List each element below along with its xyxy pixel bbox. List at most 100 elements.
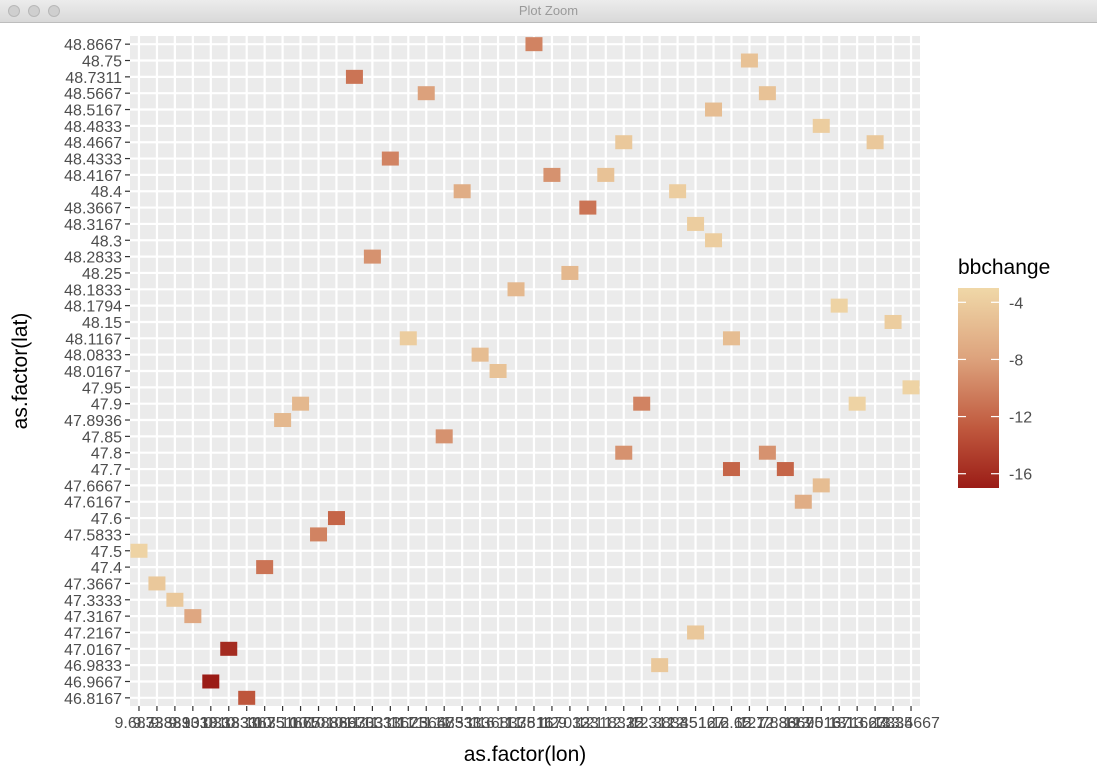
y-tick-label: 47.8936 bbox=[64, 413, 122, 430]
y-tick-label: 48.4667 bbox=[64, 135, 122, 152]
heatmap-cell bbox=[633, 396, 651, 411]
heatmap-cell bbox=[238, 690, 256, 705]
x-tick-label: 11.6833 bbox=[470, 715, 527, 732]
x-tick-label: 11.25 bbox=[389, 715, 428, 732]
y-tick-label: 48.2833 bbox=[64, 250, 122, 267]
y-tick-label: 46.8167 bbox=[64, 691, 122, 708]
heatmap-cell bbox=[399, 331, 417, 346]
y-tick-label: 48.5667 bbox=[64, 86, 122, 103]
grid-lines bbox=[130, 36, 920, 706]
x-tick-label: 11.3667 bbox=[398, 715, 455, 732]
heatmap-cell bbox=[507, 282, 525, 297]
heatmap-cell bbox=[812, 478, 830, 493]
heatmap-cell bbox=[453, 184, 471, 199]
y-axis-title: as.factor(lat) bbox=[9, 313, 32, 430]
heatmap-cell bbox=[830, 298, 848, 313]
legend-tick-label: -8 bbox=[1009, 352, 1023, 369]
x-tick-label: 11.1167 bbox=[363, 715, 419, 732]
heatmap-cell bbox=[687, 625, 705, 640]
y-tick-label: 47.2167 bbox=[64, 625, 122, 642]
y-axis: 46.816746.966746.983347.016747.216747.31… bbox=[64, 37, 130, 708]
x-tick-label: 12.7 bbox=[734, 715, 765, 732]
heatmap-cell bbox=[705, 233, 723, 248]
heatmap-cell bbox=[184, 609, 202, 624]
heatmap-cell bbox=[579, 200, 597, 215]
y-tick-label: 47.7 bbox=[91, 462, 122, 479]
x-tick-label: 11.75 bbox=[497, 715, 536, 732]
x-tick-label: 10.65 bbox=[281, 715, 321, 732]
heatmap-cell bbox=[758, 445, 776, 460]
heatmap-cell bbox=[615, 445, 633, 460]
y-tick-label: 48.4167 bbox=[64, 168, 122, 185]
y-tick-label: 47.3667 bbox=[64, 576, 122, 593]
heatmap-cell bbox=[543, 167, 561, 182]
heatmap-cell bbox=[651, 658, 669, 673]
x-tick-label: 11.6 bbox=[465, 715, 495, 732]
heatmap-cell bbox=[687, 216, 705, 231]
heatmap-cell bbox=[866, 135, 884, 150]
x-tick-label: 12.95 bbox=[783, 715, 823, 732]
heatmap-cell bbox=[417, 86, 435, 101]
y-tick-label: 47.5 bbox=[91, 544, 122, 561]
y-tick-label: 48.1833 bbox=[64, 282, 122, 299]
minimize-window-button[interactable] bbox=[28, 5, 40, 17]
legend-tick-label: -12 bbox=[1009, 410, 1032, 427]
x-tick-label: 12.3833 bbox=[631, 715, 689, 732]
x-tick-label: 9.6833 bbox=[115, 715, 164, 732]
y-tick-label: 48.0167 bbox=[64, 364, 122, 381]
heatmap-cell bbox=[148, 576, 166, 591]
heatmap-cell bbox=[722, 462, 740, 477]
y-tick-label: 47.5833 bbox=[64, 527, 122, 544]
x-tick-label: 13.2333 bbox=[846, 715, 904, 732]
heatmap-cell bbox=[327, 511, 345, 526]
zoom-window-button[interactable] bbox=[48, 5, 60, 17]
x-tick-label: 13.35 bbox=[873, 715, 913, 732]
heatmap-cell bbox=[597, 167, 615, 182]
y-tick-label: 46.9833 bbox=[64, 658, 122, 675]
x-tick-label: 9.9333 bbox=[168, 715, 217, 732]
heatmap-cell bbox=[884, 314, 902, 329]
heatmap-cell bbox=[776, 462, 794, 477]
heatmap-cell bbox=[669, 184, 687, 199]
heatmap-cell bbox=[381, 151, 399, 166]
x-tick-label: 12.45 bbox=[658, 715, 698, 732]
y-tick-label: 46.9667 bbox=[64, 674, 122, 691]
heatmap-cell bbox=[274, 413, 292, 428]
y-tick-label: 48.75 bbox=[82, 54, 122, 71]
x-tick-label: 12.6 bbox=[698, 715, 729, 732]
heatmap-cell bbox=[722, 331, 740, 346]
heatmap-cell bbox=[812, 118, 830, 133]
x-tick-label: 12.3 bbox=[626, 715, 657, 732]
y-tick-label: 47.95 bbox=[82, 380, 122, 397]
y-tick-label: 48.1794 bbox=[64, 299, 122, 316]
x-tick-label: 12.7833 bbox=[738, 715, 796, 732]
y-tick-label: 47.85 bbox=[82, 429, 122, 446]
x-tick-label: 10.35 bbox=[245, 715, 285, 732]
y-tick-label: 47.0167 bbox=[64, 642, 122, 659]
heatmap-cell bbox=[202, 674, 220, 689]
heatmap-cell bbox=[363, 249, 381, 264]
y-tick-label: 47.4 bbox=[91, 560, 122, 577]
x-tick-label: 13.1 bbox=[824, 715, 855, 732]
x-tick-label: 11.5333 bbox=[434, 715, 491, 732]
y-tick-label: 48.0833 bbox=[64, 348, 122, 365]
x-tick-label: 13.1667 bbox=[828, 715, 886, 732]
x-axis-title: as.factor(lon) bbox=[464, 743, 587, 766]
heatmap-cell bbox=[758, 86, 776, 101]
close-window-button[interactable] bbox=[8, 5, 20, 17]
heatmap-cell bbox=[848, 396, 866, 411]
x-tick-label: 13.4667 bbox=[882, 715, 940, 732]
y-tick-label: 48.3 bbox=[91, 233, 122, 250]
y-tick-label: 48.7311 bbox=[65, 70, 122, 87]
y-tick-label: 47.8 bbox=[91, 446, 122, 463]
heatmap-cell bbox=[256, 560, 274, 575]
heatmap-chart: 46.816746.966746.983347.016747.216747.31… bbox=[9, 36, 1050, 766]
heatmap-cell bbox=[705, 102, 723, 117]
heatmap-cell bbox=[292, 396, 310, 411]
y-tick-label: 47.3167 bbox=[64, 609, 122, 626]
y-tick-label: 48.3167 bbox=[64, 217, 122, 234]
x-tick-label: 12.1 bbox=[572, 715, 603, 732]
title-bar: Plot Zoom bbox=[0, 0, 1097, 23]
y-tick-label: 48.5167 bbox=[64, 103, 122, 120]
